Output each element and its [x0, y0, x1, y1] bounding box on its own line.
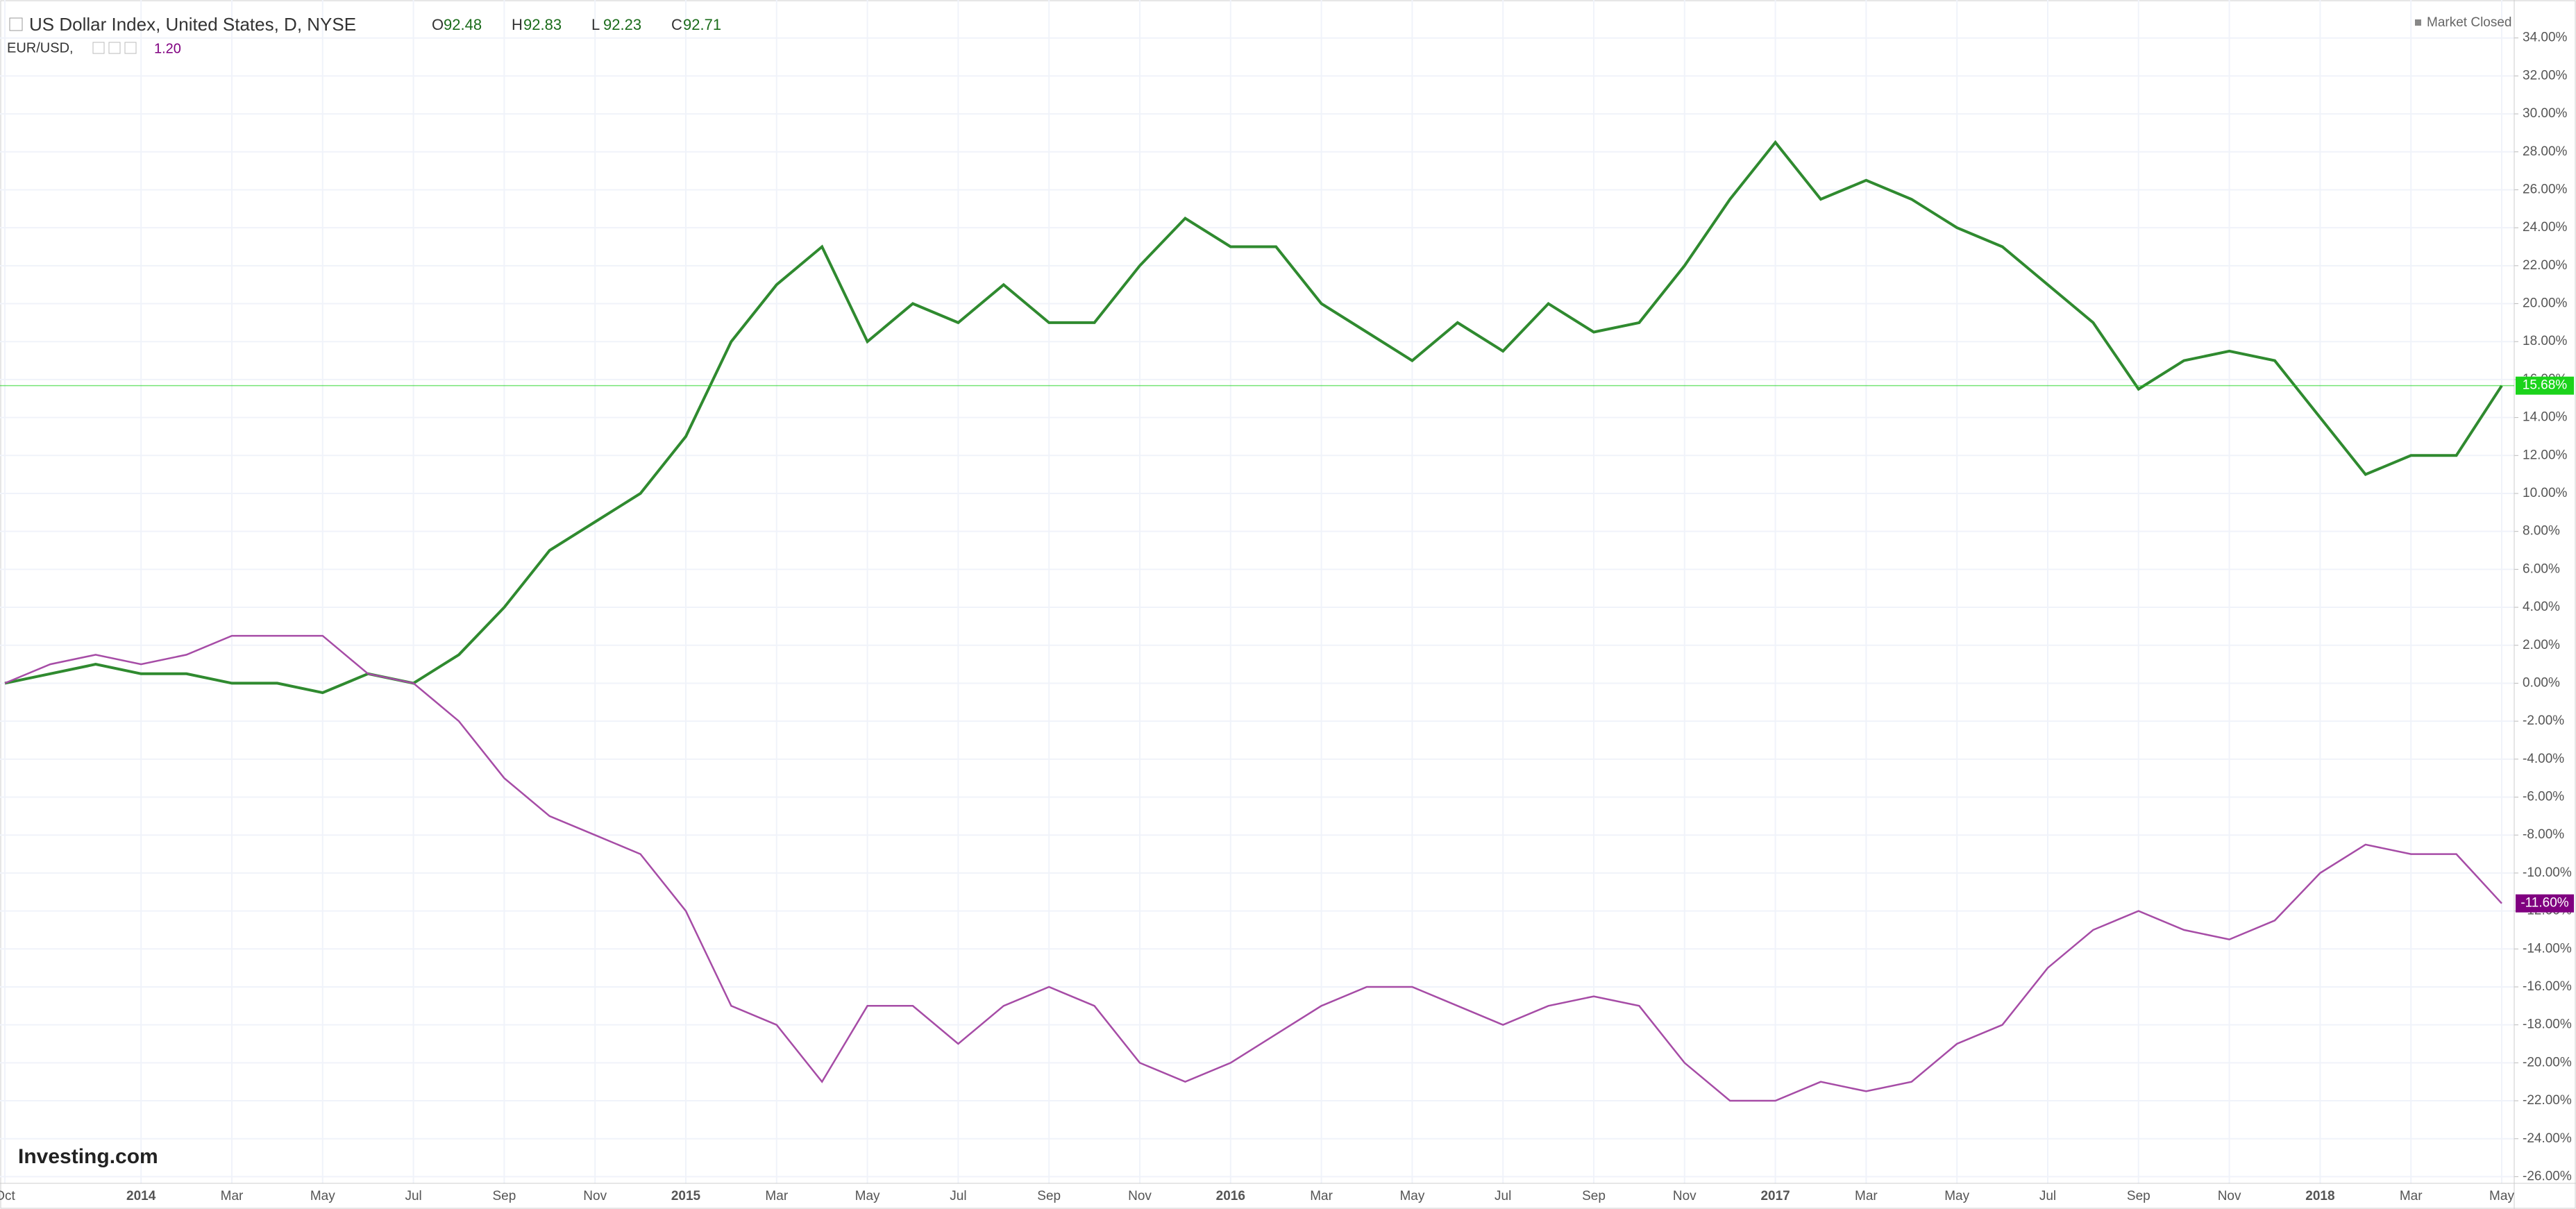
x-tick-label: Jul — [950, 1189, 966, 1203]
y-tick-label: -10.00% — [2523, 865, 2572, 880]
ohlc-value: 92.83 — [523, 16, 562, 33]
compare-price: 1.20 — [154, 41, 181, 56]
y-tick-label: 32.00% — [2523, 68, 2568, 83]
x-tick-label: 2014 — [126, 1189, 156, 1203]
ohlc-value: 92.23 — [603, 16, 641, 33]
icon[interactable] — [124, 42, 137, 54]
y-tick-label: 8.00% — [2523, 524, 2560, 539]
y-tick-label: -8.00% — [2523, 827, 2564, 842]
y-tick-label: 12.00% — [2523, 448, 2568, 462]
x-tick-label: Mar — [765, 1189, 788, 1203]
x-tick-label: May — [2489, 1189, 2514, 1203]
y-tick-label: -6.00% — [2523, 790, 2564, 804]
last-value-box — [2516, 894, 2574, 913]
y-tick-label: 4.00% — [2523, 600, 2560, 614]
y-tick-label: -20.00% — [2523, 1055, 2572, 1070]
y-tick-label: 28.00% — [2523, 144, 2568, 159]
icon[interactable] — [108, 42, 121, 54]
series-line — [4, 140, 2503, 695]
x-tick-label: May — [1944, 1189, 1969, 1203]
y-tick-label: 22.00% — [2523, 258, 2568, 273]
ohlc-key: C — [671, 16, 682, 33]
y-tick-label: -26.00% — [2523, 1169, 2572, 1183]
y-tick-label: -4.00% — [2523, 752, 2564, 766]
y-tick-label: 24.00% — [2523, 220, 2568, 235]
marks — [0, 140, 2514, 1102]
compare-symbol: EUR/USD, — [7, 40, 74, 56]
ohlc: O 92.48 H 92.83 L 92.23 C 92.71 — [432, 16, 721, 33]
ohlc-value: 92.71 — [683, 16, 721, 33]
y-tick-label: 6.00% — [2523, 561, 2560, 576]
y-tick-label: -18.00% — [2523, 1017, 2572, 1032]
x-tick-label: Sep — [1037, 1189, 1061, 1203]
y-tick-label: 0.00% — [2523, 675, 2560, 690]
y-tick-label: 34.00% — [2523, 31, 2568, 45]
y-tick-label: 18.00% — [2523, 334, 2568, 348]
x-tick-label: Jul — [405, 1189, 421, 1203]
icon[interactable] — [92, 42, 105, 54]
collapse-icon[interactable] — [9, 17, 23, 31]
x-tick-label: Jul — [1495, 1189, 1511, 1203]
series-line — [4, 634, 2502, 1102]
x-tick-label: Mar — [2400, 1189, 2423, 1203]
x-tick-label: Sep — [492, 1189, 516, 1203]
y-tick-label: -22.00% — [2523, 1093, 2572, 1108]
grid — [0, 0, 2518, 1183]
x-tick-label: Nov — [2218, 1189, 2241, 1203]
brand-logo: Investing.com — [18, 1145, 158, 1168]
last-value-label: -11.60% — [2520, 896, 2568, 911]
y-tick-label: 14.00% — [2523, 410, 2568, 425]
x-tick-label: May — [855, 1189, 880, 1203]
ohlc-key: O — [432, 16, 444, 33]
x-tick-label: Nov — [1673, 1189, 1697, 1203]
x-tick-label: Mar — [221, 1189, 244, 1203]
x-tick-label: Sep — [1582, 1189, 1606, 1203]
y-tick-label: 20.00% — [2523, 296, 2568, 311]
x-tick-label: Nov — [583, 1189, 607, 1203]
x-tick-label: May — [310, 1189, 335, 1203]
x-tick-label: Oct — [0, 1189, 15, 1203]
last-value-label: 15.68% — [2523, 378, 2568, 393]
x-tick-label: 2016 — [1216, 1189, 1245, 1203]
y-tick-label: -2.00% — [2523, 713, 2564, 728]
y-tick-label: 30.00% — [2523, 106, 2568, 121]
y-tick-label: 26.00% — [2523, 182, 2568, 196]
labels: 34.00% 32.00% 30.00% 28.00% 26.00% 24.00% 22.0… — [0, 31, 2574, 1203]
x-tick-label: Sep — [2127, 1189, 2150, 1203]
ohlc-key: H — [512, 16, 523, 33]
y-tick-label: -24.00% — [2523, 1131, 2572, 1146]
x-tick-label: May — [1399, 1189, 1424, 1203]
last-value-box — [2516, 376, 2574, 395]
x-tick-label: Jul — [2039, 1189, 2056, 1203]
y-tick-label: 10.00% — [2523, 486, 2568, 500]
ohlc-value: 92.48 — [444, 16, 482, 33]
market-status: Market Closed — [2427, 15, 2512, 30]
x-tick-label: 2018 — [2305, 1189, 2334, 1203]
x-tick-label: Nov — [1128, 1189, 1152, 1203]
y-tick-label: -16.00% — [2523, 979, 2572, 994]
ohlc-key: L — [591, 16, 600, 33]
x-tick-label: Mar — [1855, 1189, 1878, 1203]
y-tick-label: -14.00% — [2523, 941, 2572, 956]
x-tick-label: 2017 — [1760, 1189, 1790, 1203]
x-tick-label: 2015 — [671, 1189, 701, 1203]
chart-title: US Dollar Index, United States, D, NYSE — [29, 14, 356, 35]
x-tick-label: Mar — [1310, 1189, 1333, 1203]
y-tick-label: 2.00% — [2523, 638, 2560, 652]
status-dot — [2415, 19, 2421, 26]
